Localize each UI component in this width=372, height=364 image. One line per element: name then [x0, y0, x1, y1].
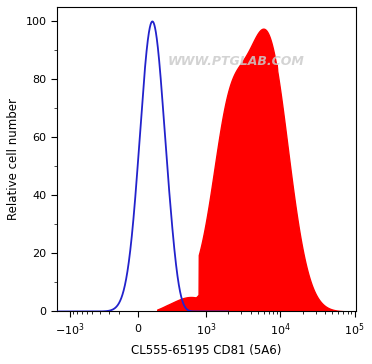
Y-axis label: Relative cell number: Relative cell number	[7, 98, 20, 220]
X-axis label: CL555-65195 CD81 (5A6): CL555-65195 CD81 (5A6)	[131, 344, 282, 357]
Text: WWW.PTGLAB.COM: WWW.PTGLAB.COM	[168, 55, 305, 68]
